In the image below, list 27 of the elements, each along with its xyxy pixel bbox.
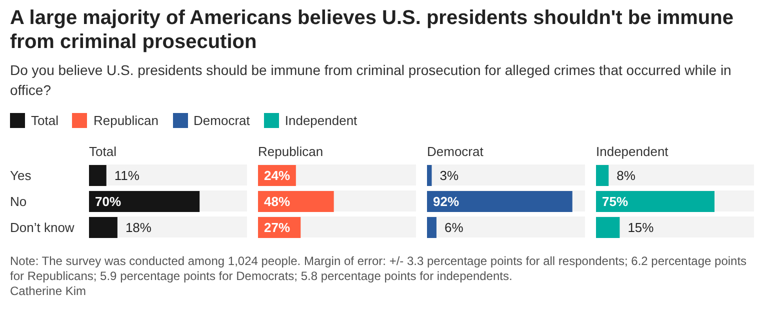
text: Independent (596, 144, 668, 159)
text: Catherine Kim (10, 284, 88, 299)
data-label: 75% (602, 194, 628, 209)
y-tick-label: No (10, 192, 28, 210)
legend-label: Democrat (194, 112, 250, 128)
text: Republican (258, 144, 324, 159)
data-label: 24% (264, 168, 290, 183)
y-tick-label: Don’t know (10, 218, 76, 236)
data-label: 15% (628, 220, 654, 235)
data-label: 70% (95, 194, 122, 209)
text: A large majority of Americans believes U.S. presidents shouldn't be immune from criminal prosecution (10, 6, 734, 54)
data-label: 6% (444, 220, 464, 235)
data-label: 27% (264, 220, 290, 235)
data-label: 18% (125, 220, 152, 235)
text: Note: The survey was conducted among 1,024 people. Margin of error: +/- 3.3 percentage points for all respondents; 6.2 percentage points for Republicans; 5.9 percentage points for Democrats; 5.8 percentage points for independents. (10, 254, 748, 284)
text: Total (89, 144, 116, 159)
y-tick-label: Yes (10, 166, 32, 184)
data-label: 92% (433, 194, 460, 209)
text: Do you believe U.S. presidents should be immune from criminal prosecution for alleged crimes that occurred while in office? (10, 61, 732, 100)
data-label: 48% (264, 194, 290, 209)
legend-label: Republican (93, 112, 159, 128)
legend-label: Total (31, 112, 58, 128)
text: Democrat (427, 144, 484, 159)
data-label: 11% (114, 168, 140, 183)
data-label: 3% (440, 168, 459, 183)
data-label: 8% (616, 168, 636, 183)
legend-label: Independent (284, 112, 358, 128)
